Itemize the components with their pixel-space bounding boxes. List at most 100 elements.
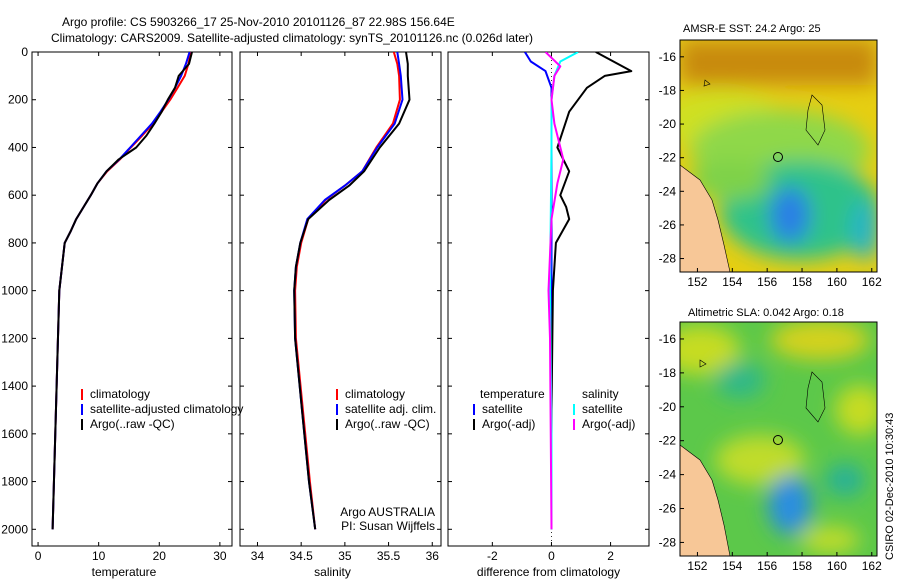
legend-label: Argo(..raw -QC) (90, 417, 175, 431)
sla-map: Altimetric SLA: 0.042 Argo: 0.18 152 154 1… (659, 307, 882, 573)
x-tick-label: 0 (35, 549, 42, 563)
map-x-tick-label: 152 (687, 275, 707, 289)
sst-reef-outline (703, 79, 826, 146)
y-tick-label: 1000 (1, 284, 28, 298)
plot-frame (239, 51, 442, 547)
legend-label: climatology (345, 387, 405, 401)
legend-label: satellite (582, 402, 623, 416)
sst-field (680, 40, 877, 272)
x-tick-label: 34.5 (289, 549, 313, 563)
sla-field (680, 322, 877, 556)
map-y-tick-label: -18 (659, 83, 677, 97)
map-y-tick-label: -20 (659, 117, 677, 131)
map-y-tick-label: -16 (659, 332, 677, 346)
series-line (544, 52, 565, 530)
legend-group-title: temperature (480, 387, 545, 401)
series-line (294, 52, 401, 530)
map-x-tick-label: 156 (757, 275, 777, 289)
series-line (51, 52, 192, 530)
y-tick-label: 600 (8, 188, 28, 202)
x-tick-label: 0 (548, 549, 555, 563)
map-y-tick-label: -28 (659, 535, 677, 549)
map-y-tick-label: -24 (659, 468, 677, 482)
legend-label: satellite (482, 402, 523, 416)
sst-argo-location (773, 152, 783, 162)
x-axis-label: difference from climatology (477, 565, 620, 579)
legend-label: Argo(-adj) (482, 417, 535, 431)
series-group (293, 52, 411, 530)
x-tick-label: 34 (251, 549, 265, 563)
x-tick-label: 35 (338, 549, 352, 563)
y-tick-label: 1400 (1, 379, 28, 393)
title-line-2: Climatology: CARS2009. Satellite-adjuste… (51, 31, 533, 45)
sla-landmass (680, 444, 731, 556)
sla-argo-location (773, 435, 783, 445)
sla-reef-outline (699, 359, 826, 423)
legend-label: Argo(-adj) (582, 417, 635, 431)
y-tick-label: 1200 (1, 331, 28, 345)
map-x-tick-label: 158 (792, 275, 812, 289)
temperature-panel: 0 10 20 30 0 200 400 600 800 1000 1200 1400 1600 1800… (1, 45, 243, 579)
map-y-tick-label: -22 (659, 434, 677, 448)
x-tick-label: 36 (426, 549, 440, 563)
sla-map-title: Altimetric SLA: 0.042 Argo: 0.18 (688, 307, 844, 319)
x-axis-label: salinity (314, 565, 351, 579)
sst-landmass (680, 164, 731, 272)
sla-map-ticks: 152 154 156 158 160 162 -16 -18 -20 -22 -24 -26 -28 (659, 332, 882, 573)
sst-map-title: AMSR-E SST: 24.2 Argo: 25 (683, 23, 821, 35)
map-y-tick-label: -18 (659, 366, 677, 380)
y-tick-label: 200 (8, 93, 28, 107)
y-tick-label: 2000 (1, 522, 28, 536)
y-tick-label: 400 (8, 140, 28, 154)
y-tick-label: 800 (8, 236, 28, 250)
x-tick-label: -2 (487, 549, 498, 563)
series-line (51, 52, 193, 530)
map-x-tick-label: 162 (862, 275, 882, 289)
map-x-tick-label: 160 (827, 559, 847, 573)
map-y-tick-label: -28 (659, 252, 677, 266)
map-x-tick-label: 162 (862, 559, 882, 573)
legend-label: climatology (90, 387, 150, 401)
map-y-tick-label: -26 (659, 502, 677, 516)
plot-frame (31, 51, 233, 547)
x-axis-label: temperature (92, 565, 157, 579)
series-line (293, 52, 411, 530)
legend-label: Argo(..raw -QC) (345, 417, 430, 431)
y-tick-label: 1600 (1, 427, 28, 441)
panel-annotation: Argo AUSTRALIA (340, 505, 435, 519)
map-x-tick-label: 152 (687, 559, 707, 573)
x-tick-label: 35.5 (377, 549, 401, 563)
difference-panel: -2 0 2 difference from climatology temperatu… (447, 51, 650, 579)
map-y-tick-label: -20 (659, 400, 677, 414)
series-group (51, 52, 193, 530)
map-x-tick-label: 156 (757, 559, 777, 573)
panel-annotation: PI: Susan Wijffels (341, 519, 435, 533)
legend-label: satellite adj. clim. (345, 402, 436, 416)
legend-group-title: salinity (582, 387, 619, 401)
y-tick-label: 0 (21, 45, 28, 59)
sst-map-ticks: 152 154 156 158 160 162 -16 -18 -20 -22 -24 -26 -28 (659, 50, 882, 289)
map-x-tick-label: 160 (827, 275, 847, 289)
x-tick-label: 2 (607, 549, 614, 563)
map-y-tick-label: -22 (659, 151, 677, 165)
map-x-tick-label: 158 (792, 559, 812, 573)
map-y-tick-label: -16 (659, 50, 677, 64)
map-x-tick-label: 154 (722, 559, 742, 573)
legend-label: satellite-adjusted climatology (90, 402, 243, 416)
series-line (550, 52, 633, 530)
map-x-tick-label: 154 (722, 275, 742, 289)
y-tick-label: 1800 (1, 475, 28, 489)
side-stamp: CSIRO 02-Dec-2010 10:30:43 (884, 413, 896, 560)
map-y-tick-label: -24 (659, 184, 677, 198)
salinity-panel: 34 34.5 35 35.5 36 salinity climatologysatelli… (239, 51, 442, 579)
series-line (293, 52, 404, 530)
map-y-tick-label: -26 (659, 218, 677, 232)
title-line-1: Argo profile: CS 5903266_17 25-Nov-2010 … (62, 15, 455, 29)
x-tick-label: 10 (92, 549, 106, 563)
sst-map: AMSR-E SST: 24.2 Argo: 25 152 154 156 158 16… (659, 23, 882, 289)
plot-frame (447, 51, 650, 547)
x-tick-label: 20 (153, 549, 167, 563)
series-line (51, 52, 191, 530)
x-tick-label: 30 (213, 549, 227, 563)
